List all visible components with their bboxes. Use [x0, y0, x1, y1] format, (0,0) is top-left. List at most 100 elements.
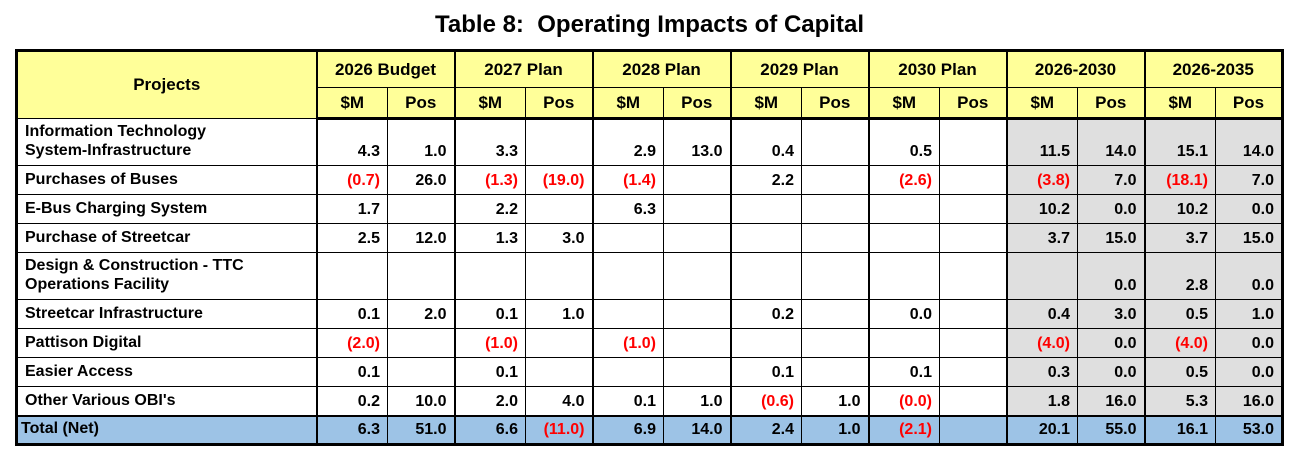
value-cell: 1.0	[663, 386, 731, 416]
project-name-cell: Other Various OBI's	[16, 386, 318, 416]
value-cell: 2.2	[453, 194, 526, 224]
value-cell	[729, 328, 802, 358]
project-name-cell: Design & Construction - TTC Operations F…	[16, 252, 318, 300]
value-cell	[801, 299, 869, 329]
value-cell: 10.2	[1005, 194, 1078, 224]
value-cell: (1.4)	[591, 165, 664, 195]
value-cell: 0.3	[1005, 357, 1078, 387]
value-cell: 0.0	[867, 299, 940, 329]
value-cell: 10.2	[1143, 194, 1216, 224]
value-cell	[729, 223, 802, 253]
value-cell	[591, 299, 664, 329]
value-cell: 14.0	[1077, 118, 1145, 166]
value-cell	[801, 165, 869, 195]
value-cell	[591, 223, 664, 253]
project-row: Purchases of Buses (0.7) 26.0 (1.3) (19.0) (1…	[16, 165, 1283, 195]
value-cell: 15.0	[1215, 223, 1283, 253]
subheader-pos: Pos	[1077, 87, 1145, 120]
project-name-cell: Purchases of Buses	[16, 165, 318, 195]
value-cell	[939, 299, 1007, 329]
value-cell: 4.3	[315, 118, 388, 166]
value-cell	[663, 223, 731, 253]
value-cell	[525, 328, 593, 358]
project-name-cell: Information Technology System-Infrastruc…	[16, 118, 318, 166]
value-cell: 6.9	[591, 414, 664, 445]
subheader-m: $M	[591, 87, 664, 120]
value-cell: (4.0)	[1143, 328, 1216, 358]
value-cell: 0.4	[729, 118, 802, 166]
col-group-2026-2030: 2026-2030	[1005, 50, 1145, 88]
project-row: Streetcar Infrastructure 0.1 2.0 0.1 1.0 0.2 0…	[16, 299, 1283, 329]
value-cell: 0.2	[315, 386, 388, 416]
value-cell	[939, 414, 1007, 445]
value-cell	[939, 223, 1007, 253]
subheader-pos: Pos	[663, 87, 731, 120]
value-cell	[939, 252, 1007, 300]
value-cell	[939, 328, 1007, 358]
value-cell: 0.0	[1215, 328, 1283, 358]
value-cell: 1.0	[801, 414, 869, 445]
table-body: Information Technology System-Infrastruc…	[16, 118, 1283, 445]
value-cell: 0.4	[1005, 299, 1078, 329]
value-cell: 16.0	[1077, 386, 1145, 416]
col-group-2030-plan: 2030 Plan	[867, 50, 1007, 88]
value-cell	[315, 252, 388, 300]
value-cell: 51.0	[387, 414, 455, 445]
value-cell: 16.0	[1215, 386, 1283, 416]
table-header: Projects 2026 Budget 2027 Plan 2028 Plan…	[16, 50, 1283, 120]
value-cell	[939, 118, 1007, 166]
value-cell: (11.0)	[525, 414, 593, 445]
operating-impacts-table: Projects 2026 Budget 2027 Plan 2028 Plan…	[15, 49, 1284, 446]
col-group-2026-2035: 2026-2035	[1143, 50, 1283, 88]
value-cell: 6.3	[591, 194, 664, 224]
subheader-pos: Pos	[1215, 87, 1283, 120]
value-cell: 15.1	[1143, 118, 1216, 166]
value-cell	[525, 357, 593, 387]
value-cell: 0.0	[1077, 252, 1145, 300]
col-group-2028-plan: 2028 Plan	[591, 50, 731, 88]
value-cell	[663, 328, 731, 358]
value-cell: 6.6	[453, 414, 526, 445]
value-cell: 1.8	[1005, 386, 1078, 416]
value-cell: 2.2	[729, 165, 802, 195]
value-cell: (19.0)	[525, 165, 593, 195]
value-cell: (2.1)	[867, 414, 940, 445]
value-cell: 14.0	[1215, 118, 1283, 166]
value-cell: 0.0	[1215, 194, 1283, 224]
value-cell: 55.0	[1077, 414, 1145, 445]
project-name-cell: Easier Access	[16, 357, 318, 387]
value-cell	[939, 194, 1007, 224]
value-cell: 20.1	[1005, 414, 1078, 445]
value-cell: 0.1	[453, 357, 526, 387]
value-cell	[801, 328, 869, 358]
value-cell: (1.0)	[453, 328, 526, 358]
value-cell: (2.6)	[867, 165, 940, 195]
value-cell	[939, 165, 1007, 195]
value-cell	[387, 252, 455, 300]
value-cell	[453, 252, 526, 300]
subheader-pos: Pos	[939, 87, 1007, 120]
value-cell: 2.0	[453, 386, 526, 416]
value-cell	[867, 328, 940, 358]
value-cell: 10.0	[387, 386, 455, 416]
value-cell: 1.3	[453, 223, 526, 253]
project-name-cell: E-Bus Charging System	[16, 194, 318, 224]
total-label-cell: Total (Net)	[16, 414, 318, 445]
value-cell: 3.7	[1005, 223, 1078, 253]
col-group-2029-plan: 2029 Plan	[729, 50, 869, 88]
value-cell	[387, 328, 455, 358]
value-cell: (0.7)	[315, 165, 388, 195]
value-cell: (4.0)	[1005, 328, 1078, 358]
value-cell: 0.1	[591, 386, 664, 416]
value-cell: 0.5	[867, 118, 940, 166]
value-cell	[939, 386, 1007, 416]
value-cell	[663, 299, 731, 329]
value-cell	[867, 223, 940, 253]
value-cell: 2.9	[591, 118, 664, 166]
value-cell: 0.0	[1077, 194, 1145, 224]
value-cell: (0.0)	[867, 386, 940, 416]
subheader-m: $M	[1005, 87, 1078, 120]
value-cell: 3.0	[1077, 299, 1145, 329]
value-cell: 53.0	[1215, 414, 1283, 445]
subheader-m: $M	[729, 87, 802, 120]
